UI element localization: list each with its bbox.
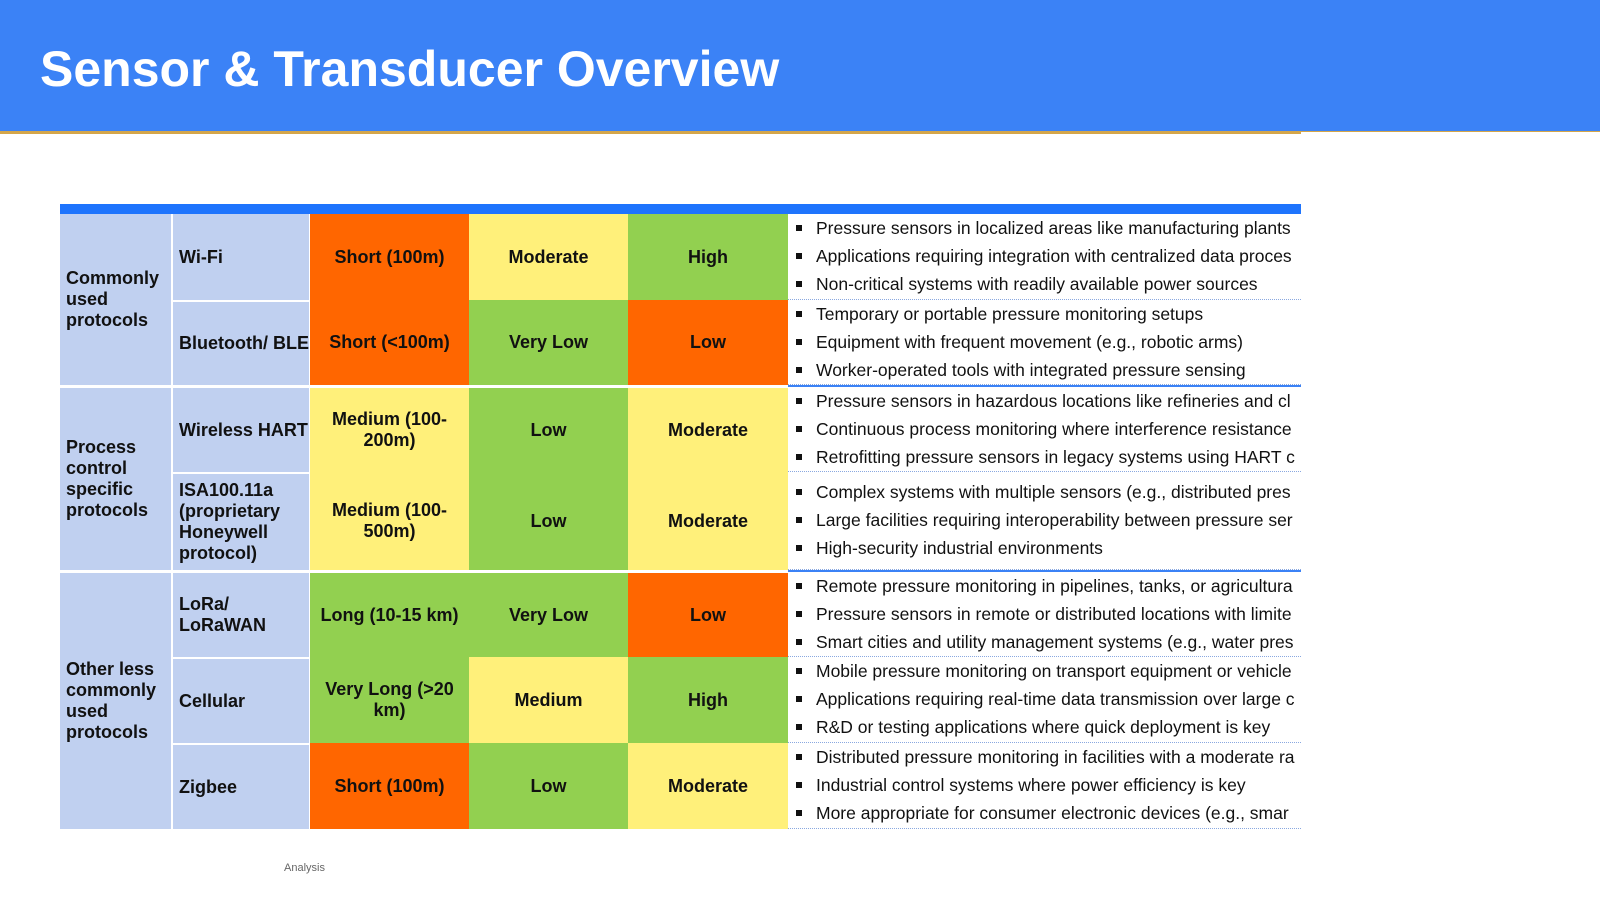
list-item: Complex systems with multiple sensors (e… (788, 482, 1301, 503)
list-item: Distributed pressure monitoring in facil… (788, 747, 1301, 768)
range-cell: Short (<100m) (310, 300, 469, 385)
list-item: High-security industrial environments (788, 538, 1301, 559)
list-item: Industrial control systems where power e… (788, 775, 1301, 796)
use-case-list: Pressure sensors in localized areas like… (788, 214, 1301, 300)
range-cell: Medium (100-500m) (310, 472, 469, 570)
footer-label: Analysis (284, 862, 325, 874)
protocol-name: Bluetooth/ BLE (173, 302, 309, 385)
page-title: Sensor & Transducer Overview (40, 41, 780, 97)
group-label: Process control specific protocols (60, 388, 171, 570)
bandwidth-cell: Moderate (628, 472, 788, 570)
bandwidth-cell: High (628, 657, 788, 743)
list-item: Remote pressure monitoring in pipelines,… (788, 576, 1301, 597)
list-item: Mobile pressure monitoring on transport … (788, 661, 1301, 682)
group-separator (788, 570, 1301, 572)
list-item: Pressure sensors in remote or distribute… (788, 604, 1301, 625)
list-item: Retrofitting pressure sensors in legacy … (788, 447, 1301, 468)
protocol-name: ISA100.11a (proprietary Honeywell protoc… (173, 474, 309, 570)
list-item: Applications requiring real-time data tr… (788, 689, 1301, 710)
divider (0, 131, 1301, 134)
table-header (60, 204, 1301, 214)
protocol-name: Wireless HART (173, 388, 309, 472)
power-cell: Very Low (469, 300, 628, 385)
protocol-name: Cellular (173, 659, 309, 743)
range-cell: Long (10-15 km) (310, 573, 469, 657)
use-case-list: Pressure sensors in hazardous locations … (788, 388, 1301, 472)
list-item: Pressure sensors in hazardous locations … (788, 391, 1301, 412)
bandwidth-cell: Low (628, 573, 788, 657)
bandwidth-cell: Low (628, 300, 788, 385)
list-item: Temporary or portable pressure monitorin… (788, 304, 1301, 325)
list-item: Worker-operated tools with integrated pr… (788, 360, 1301, 381)
group-label: Commonly used protocols (60, 214, 171, 385)
range-cell: Medium (100-200m) (310, 388, 469, 472)
power-cell: Very Low (469, 573, 628, 657)
power-cell: Low (469, 388, 628, 472)
protocol-name: Wi-Fi (173, 214, 309, 300)
power-cell: Low (469, 743, 628, 829)
bandwidth-cell: Moderate (628, 743, 788, 829)
bandwidth-cell: Moderate (628, 388, 788, 472)
power-cell: Medium (469, 657, 628, 743)
power-cell: Low (469, 472, 628, 570)
use-case-list: Mobile pressure monitoring on transport … (788, 657, 1301, 743)
list-item: Applications requiring integration with … (788, 246, 1301, 267)
power-cell: Moderate (469, 214, 628, 300)
header-bar: Sensor & Transducer Overview (0, 0, 1600, 131)
use-case-list: Temporary or portable pressure monitorin… (788, 300, 1301, 385)
list-item: Large facilities requiring interoperabil… (788, 510, 1301, 531)
protocol-name: Zigbee (173, 745, 309, 829)
bandwidth-cell: High (628, 214, 788, 300)
range-cell: Short (100m) (310, 214, 469, 300)
list-item: R&D or testing applications where quick … (788, 717, 1301, 738)
use-case-list: Remote pressure monitoring in pipelines,… (788, 573, 1301, 657)
use-case-list: Distributed pressure monitoring in facil… (788, 743, 1301, 829)
list-item: Equipment with frequent movement (e.g., … (788, 332, 1301, 353)
list-item: Smart cities and utility management syst… (788, 632, 1301, 653)
list-item: Continuous process monitoring where inte… (788, 419, 1301, 440)
divider (1301, 131, 1600, 132)
range-cell: Short (100m) (310, 743, 469, 829)
list-item: More appropriate for consumer electronic… (788, 803, 1301, 824)
use-case-list: Complex systems with multiple sensors (e… (788, 472, 1301, 570)
range-cell: Very Long (>20 km) (310, 657, 469, 743)
protocol-name: LoRa/ LoRaWAN (173, 573, 309, 657)
group-separator (788, 385, 1301, 387)
list-item: Pressure sensors in localized areas like… (788, 218, 1301, 239)
group-label: Other less commonly used protocols (60, 573, 171, 829)
list-item: Non-critical systems with readily availa… (788, 274, 1301, 295)
